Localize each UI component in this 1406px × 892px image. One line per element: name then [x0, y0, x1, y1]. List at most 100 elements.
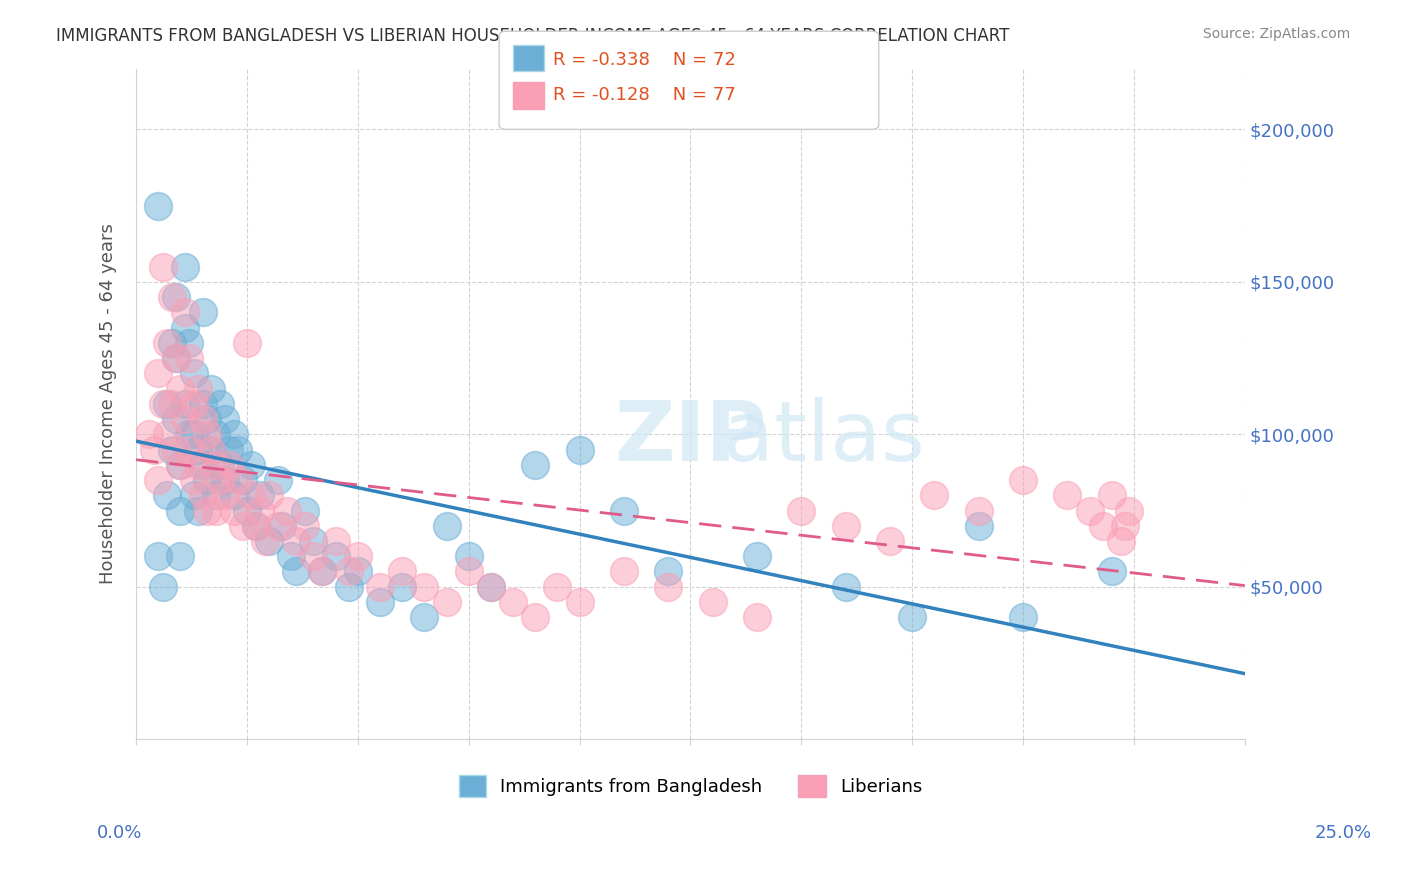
Text: 25.0%: 25.0% — [1315, 824, 1371, 842]
Point — [187, 503, 209, 517]
Point — [160, 290, 183, 304]
Point — [436, 595, 458, 609]
Point — [209, 473, 232, 487]
Point — [1056, 488, 1078, 502]
Point — [174, 397, 197, 411]
Point — [152, 580, 174, 594]
Point — [148, 473, 170, 487]
Point — [187, 382, 209, 396]
Text: Source: ZipAtlas.com: Source: ZipAtlas.com — [1202, 27, 1350, 41]
Point — [183, 397, 205, 411]
Point — [368, 595, 391, 609]
Point — [249, 488, 271, 502]
Point — [1091, 518, 1114, 533]
Text: 0.0%: 0.0% — [97, 824, 142, 842]
Point — [368, 580, 391, 594]
Point — [169, 503, 191, 517]
Point — [311, 565, 333, 579]
Point — [267, 518, 290, 533]
Point — [226, 442, 249, 457]
Point — [245, 518, 267, 533]
Point — [232, 473, 254, 487]
Point — [205, 427, 228, 442]
Point — [205, 458, 228, 472]
Point — [479, 580, 502, 594]
Point — [165, 412, 187, 426]
Point — [657, 580, 679, 594]
Point — [294, 518, 316, 533]
Point — [240, 458, 263, 472]
Point — [169, 458, 191, 472]
Y-axis label: Householder Income Ages 45 - 64 years: Householder Income Ages 45 - 64 years — [100, 223, 117, 584]
Point — [214, 412, 236, 426]
Point — [568, 442, 591, 457]
Point — [294, 503, 316, 517]
Point — [200, 442, 222, 457]
Point — [236, 503, 259, 517]
Point — [160, 397, 183, 411]
Point — [183, 488, 205, 502]
Point — [174, 305, 197, 319]
Point — [148, 367, 170, 381]
Point — [174, 260, 197, 274]
Point — [169, 549, 191, 564]
Point — [901, 610, 924, 624]
Point — [1012, 610, 1035, 624]
Point — [226, 473, 249, 487]
Point — [311, 565, 333, 579]
Point — [702, 595, 724, 609]
Point — [284, 565, 307, 579]
Text: IMMIGRANTS FROM BANGLADESH VS LIBERIAN HOUSEHOLDER INCOME AGES 45 - 64 YEARS COR: IMMIGRANTS FROM BANGLADESH VS LIBERIAN H… — [56, 27, 1010, 45]
Point — [169, 382, 191, 396]
Point — [138, 427, 160, 442]
Point — [253, 533, 276, 548]
Point — [790, 503, 813, 517]
Point — [613, 565, 636, 579]
Point — [524, 458, 547, 472]
Point — [391, 580, 413, 594]
Point — [257, 488, 280, 502]
Point — [924, 488, 946, 502]
Point — [205, 503, 228, 517]
Point — [479, 580, 502, 594]
Point — [191, 397, 214, 411]
Point — [413, 610, 436, 624]
Point — [165, 351, 187, 365]
Point — [200, 382, 222, 396]
Point — [249, 503, 271, 517]
Point — [967, 518, 990, 533]
Text: R = -0.128    N = 77: R = -0.128 N = 77 — [553, 87, 735, 104]
Point — [156, 335, 179, 350]
Text: R = -0.338    N = 72: R = -0.338 N = 72 — [553, 51, 735, 69]
Point — [337, 565, 360, 579]
Point — [209, 397, 232, 411]
Point — [524, 610, 547, 624]
Point — [613, 503, 636, 517]
Point — [214, 488, 236, 502]
Point — [195, 503, 218, 517]
Point — [205, 488, 228, 502]
Point — [413, 580, 436, 594]
Point — [195, 427, 218, 442]
Point — [1118, 503, 1140, 517]
Point — [236, 335, 259, 350]
Point — [1109, 533, 1132, 548]
Point — [218, 442, 240, 457]
Point — [568, 595, 591, 609]
Legend: Immigrants from Bangladesh, Liberians: Immigrants from Bangladesh, Liberians — [451, 767, 929, 804]
Point — [191, 305, 214, 319]
Point — [165, 351, 187, 365]
Point — [1078, 503, 1101, 517]
Point — [276, 503, 298, 517]
Point — [174, 412, 197, 426]
Point — [347, 565, 370, 579]
Point — [245, 518, 267, 533]
Point — [879, 533, 901, 548]
Point — [834, 580, 856, 594]
Text: atlas: atlas — [723, 397, 924, 478]
Point — [1101, 488, 1123, 502]
Point — [967, 503, 990, 517]
Point — [280, 549, 302, 564]
Point — [284, 533, 307, 548]
Point — [160, 442, 183, 457]
